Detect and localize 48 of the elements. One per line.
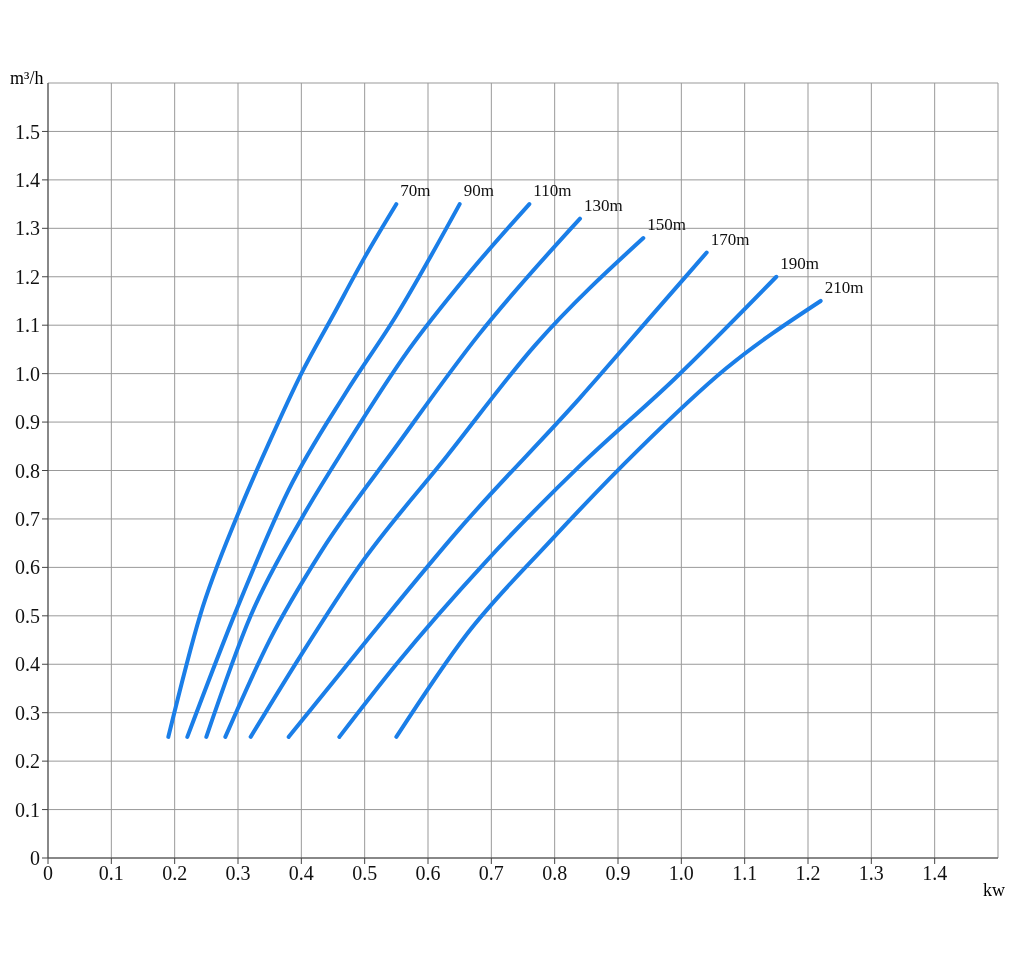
y-tick-label: 0.1 [15, 798, 40, 821]
x-tick-label: 0.5 [352, 862, 378, 885]
y-tick-label: 1.2 [15, 265, 40, 288]
series-label: 210m [824, 277, 864, 297]
series-label: 70m [400, 181, 431, 201]
x-tick-label: 0.9 [605, 862, 631, 885]
y-axis-title: m³/h [10, 68, 44, 89]
line-series [248, 236, 646, 739]
series-label: 110m [533, 181, 572, 201]
y-tick-label: 1.1 [15, 314, 40, 337]
y-tick-label: 1.3 [15, 217, 40, 240]
y-tick-label: 0.7 [15, 508, 40, 531]
y-tick-label: 0.8 [15, 459, 40, 482]
x-tick-label: 0.6 [415, 862, 441, 885]
line-series [394, 298, 823, 739]
y-tick-label: 0.3 [15, 701, 40, 724]
line-series [166, 202, 399, 739]
y-tick-label: 0 [30, 847, 40, 870]
y-tick-label: 1.5 [15, 120, 40, 143]
series-label: 190m [780, 253, 820, 273]
x-tick-label: 0.3 [225, 862, 251, 885]
y-tick-label: 0.2 [15, 750, 40, 773]
series-label: 150m [647, 215, 687, 234]
y-tick-label: 1.4 [15, 168, 40, 191]
line-series [337, 274, 779, 739]
series-label: 90m [463, 181, 494, 201]
line-series [286, 250, 709, 739]
x-tick-label: 0.2 [162, 862, 188, 885]
x-tick-label: 1.3 [858, 862, 884, 885]
series-label: 130m [584, 195, 623, 215]
y-tick-label: 0.6 [15, 556, 40, 579]
x-tick-label: 0.1 [98, 862, 124, 885]
x-tick-label: 1.0 [668, 862, 694, 885]
x-tick-label: 1.2 [795, 862, 821, 885]
line-series [185, 202, 462, 739]
series-label: 170m [710, 229, 750, 249]
y-tick-label: 0.5 [15, 604, 40, 627]
x-tick-label: 0.7 [478, 862, 504, 885]
x-tick-label: 1.1 [732, 862, 758, 885]
x-axis-title: kw [983, 880, 1005, 901]
line-series [204, 202, 532, 739]
x-tick-label: 0.8 [542, 862, 568, 885]
line-series [223, 216, 582, 739]
y-tick-label: 0.4 [15, 653, 40, 676]
y-tick-label: 0.9 [15, 411, 40, 434]
x-tick-label: 0.4 [288, 862, 314, 885]
y-tick-label: 1.0 [15, 362, 40, 385]
x-tick-label: 1.4 [922, 862, 948, 885]
